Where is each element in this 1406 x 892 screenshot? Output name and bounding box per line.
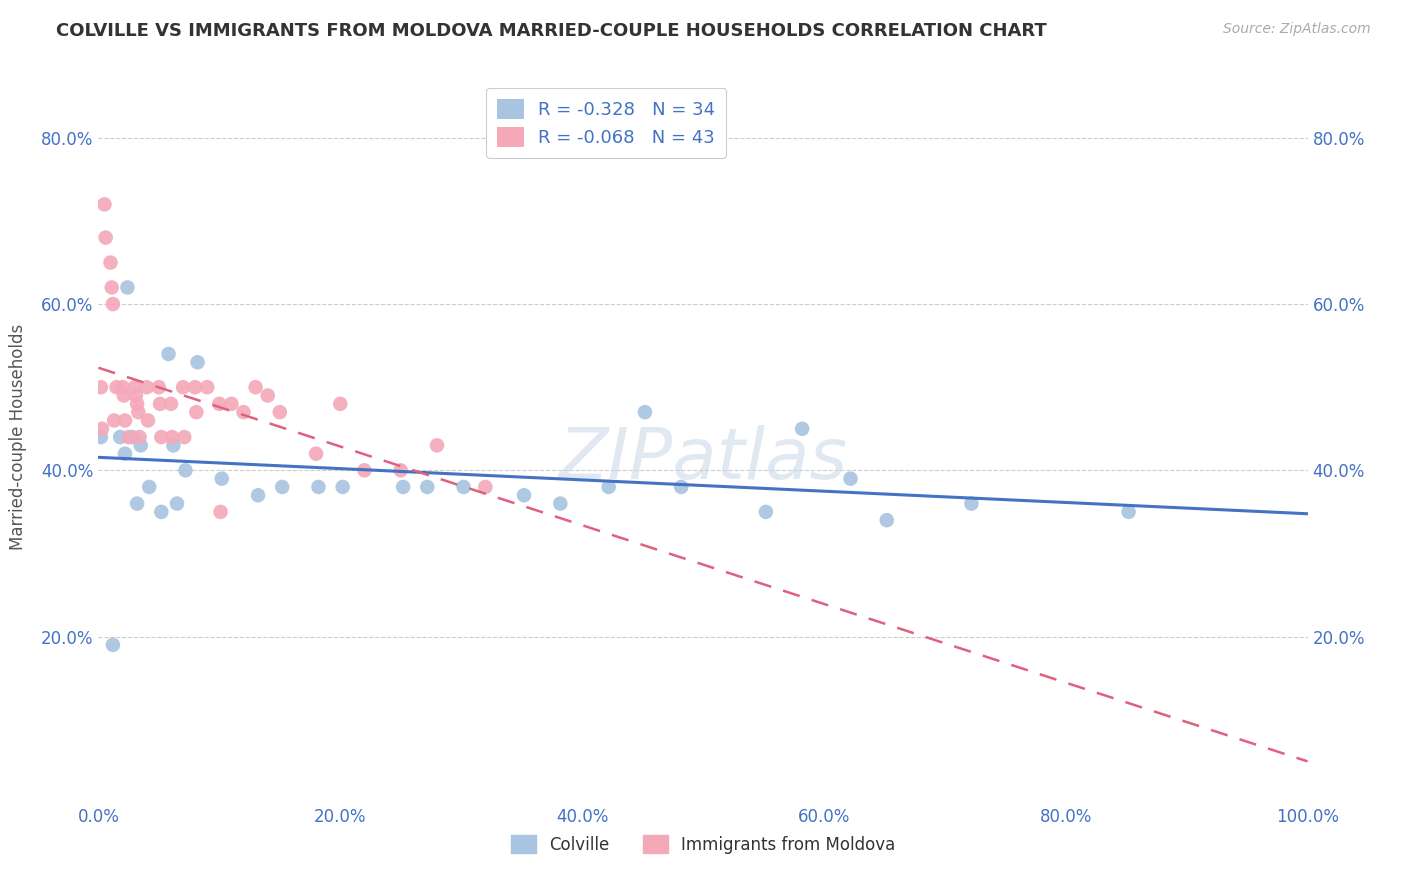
Point	[389, 463, 412, 477]
Point	[353, 463, 375, 477]
Point	[112, 388, 135, 402]
Point	[513, 488, 536, 502]
Point	[105, 380, 128, 394]
Point	[174, 463, 197, 477]
Point	[392, 480, 415, 494]
Point	[149, 397, 172, 411]
Point	[671, 480, 693, 494]
Point	[162, 438, 184, 452]
Point	[172, 380, 194, 394]
Point	[271, 480, 294, 494]
Point	[453, 480, 475, 494]
Point	[118, 430, 141, 444]
Point	[474, 480, 496, 494]
Point	[117, 280, 139, 294]
Point	[876, 513, 898, 527]
Point	[136, 413, 159, 427]
Point	[184, 380, 207, 394]
Point	[173, 430, 195, 444]
Point	[90, 380, 112, 394]
Point	[125, 388, 148, 402]
Point	[127, 397, 149, 411]
Point	[195, 380, 218, 394]
Text: ZIPatlas: ZIPatlas	[558, 425, 848, 493]
Point	[221, 397, 243, 411]
Point	[114, 447, 136, 461]
Point	[129, 438, 152, 452]
Point	[166, 497, 188, 511]
Point	[91, 422, 114, 436]
Point	[208, 397, 231, 411]
Point	[127, 497, 149, 511]
Point	[128, 430, 150, 444]
Point	[187, 355, 209, 369]
Point	[160, 430, 183, 444]
Point	[148, 380, 170, 394]
Point	[157, 347, 180, 361]
Point	[245, 380, 267, 394]
Point	[160, 397, 183, 411]
Point	[269, 405, 291, 419]
Text: Source: ZipAtlas.com: Source: ZipAtlas.com	[1223, 22, 1371, 37]
Point	[124, 380, 146, 394]
Point	[101, 638, 124, 652]
Point	[103, 413, 125, 427]
Point	[755, 505, 778, 519]
Point	[121, 430, 143, 444]
Point	[93, 197, 115, 211]
Point	[186, 405, 208, 419]
Point	[1118, 505, 1140, 519]
Y-axis label: Married-couple Households: Married-couple Households	[10, 324, 27, 550]
Point	[329, 397, 352, 411]
Point	[138, 480, 160, 494]
Point	[100, 255, 122, 269]
Point	[256, 388, 278, 402]
Point	[127, 405, 149, 419]
Point	[232, 405, 254, 419]
Point	[598, 480, 620, 494]
Text: COLVILLE VS IMMIGRANTS FROM MOLDOVA MARRIED-COUPLE HOUSEHOLDS CORRELATION CHART: COLVILLE VS IMMIGRANTS FROM MOLDOVA MARR…	[56, 22, 1047, 40]
Point	[550, 497, 572, 511]
Point	[94, 230, 117, 244]
Point	[101, 297, 124, 311]
Point	[90, 430, 112, 444]
Point	[305, 447, 328, 461]
Point	[332, 480, 354, 494]
Point	[209, 505, 232, 519]
Point	[211, 472, 233, 486]
Point	[426, 438, 449, 452]
Point	[108, 430, 131, 444]
Point	[150, 505, 173, 519]
Point	[150, 430, 173, 444]
Point	[111, 380, 134, 394]
Legend: Colville, Immigrants from Moldova: Colville, Immigrants from Moldova	[505, 829, 901, 860]
Point	[308, 480, 330, 494]
Point	[247, 488, 270, 502]
Point	[960, 497, 983, 511]
Point	[839, 472, 862, 486]
Point	[135, 380, 157, 394]
Point	[100, 280, 122, 294]
Point	[634, 405, 657, 419]
Point	[792, 422, 814, 436]
Point	[416, 480, 439, 494]
Point	[114, 413, 136, 427]
